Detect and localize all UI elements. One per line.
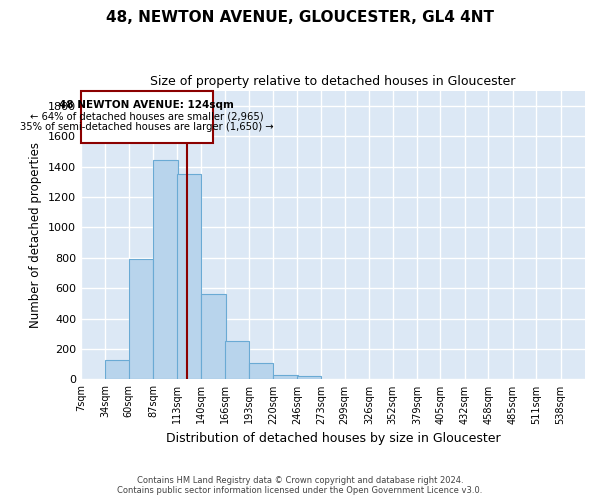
Y-axis label: Number of detached properties: Number of detached properties	[29, 142, 43, 328]
Bar	[201, 294, 226, 380]
Bar	[153, 160, 178, 380]
FancyBboxPatch shape	[81, 92, 213, 142]
X-axis label: Distribution of detached houses by size in Gloucester: Distribution of detached houses by size …	[166, 432, 500, 445]
Text: ← 64% of detached houses are smaller (2,965): ← 64% of detached houses are smaller (2,…	[30, 111, 264, 121]
Bar	[249, 362, 274, 380]
Bar	[177, 174, 201, 380]
Bar	[274, 375, 298, 380]
Bar	[106, 360, 130, 380]
Text: 35% of semi-detached houses are larger (1,650) →: 35% of semi-detached houses are larger (…	[20, 122, 274, 132]
Text: 48, NEWTON AVENUE, GLOUCESTER, GL4 4NT: 48, NEWTON AVENUE, GLOUCESTER, GL4 4NT	[106, 10, 494, 25]
Text: 48 NEWTON AVENUE: 124sqm: 48 NEWTON AVENUE: 124sqm	[59, 100, 235, 110]
Bar	[297, 376, 321, 380]
Text: Contains HM Land Registry data © Crown copyright and database right 2024.
Contai: Contains HM Land Registry data © Crown c…	[118, 476, 482, 495]
Bar	[129, 260, 153, 380]
Bar	[224, 342, 249, 380]
Title: Size of property relative to detached houses in Gloucester: Size of property relative to detached ho…	[151, 75, 515, 88]
